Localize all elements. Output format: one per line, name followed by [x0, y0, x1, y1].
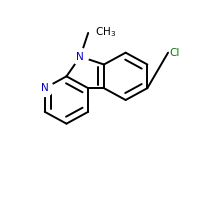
Circle shape: [72, 48, 89, 65]
Text: Cl: Cl: [169, 48, 179, 58]
Text: N: N: [41, 83, 49, 93]
Text: N: N: [76, 52, 84, 62]
Circle shape: [36, 80, 53, 96]
Text: CH$_3$: CH$_3$: [95, 25, 116, 39]
